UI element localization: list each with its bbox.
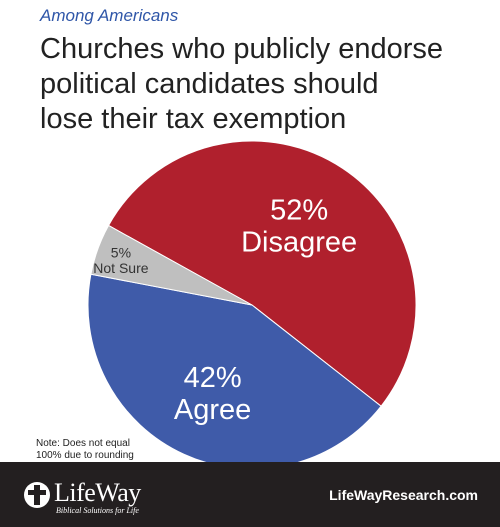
pie-slice-disagree	[107, 140, 417, 407]
slice-value-label: 5%	[111, 244, 131, 260]
title-line-1: Churches who publicly endorse	[40, 33, 443, 65]
slice-category-label: Not Sure	[93, 260, 148, 276]
website-link[interactable]: LifeWayResearch.com	[329, 487, 478, 503]
slice-category-label: Agree	[174, 394, 251, 426]
title-line-2: political candidates should	[40, 68, 379, 100]
brand-tagline: Biblical Solutions for Life	[56, 506, 139, 515]
slice-value-label: 42%	[184, 362, 242, 394]
note-line-1: Note: Does not equal	[36, 438, 130, 449]
chart-title: Churches who publicly endorse political …	[40, 32, 490, 137]
pie-slice-agree	[87, 273, 382, 462]
slice-category-label: Disagree	[241, 227, 357, 259]
slice-value-label: 52%	[270, 195, 328, 227]
pie-chart: 52%Disagree 42%Agree 5%Not Sure	[87, 140, 417, 462]
slice-label-group: 52%Disagree	[241, 195, 357, 259]
slice-label-group: 42%Agree	[174, 362, 251, 426]
rounding-note: Note: Does not equal 100% due to roundin…	[36, 438, 134, 462]
footer-bar: LifeWay Biblical Solutions for Life Life…	[0, 462, 500, 527]
slice-label-group: 5%Not Sure	[93, 244, 148, 275]
title-line-3: lose their tax exemption	[40, 103, 347, 135]
pie-slice-not-sure	[90, 224, 253, 306]
lifeway-cross-logo-icon	[24, 482, 50, 508]
chart-subtitle: Among Americans	[40, 6, 179, 25]
brand-name: LifeWay	[54, 478, 141, 507]
note-line-2: 100% due to rounding	[36, 450, 134, 461]
